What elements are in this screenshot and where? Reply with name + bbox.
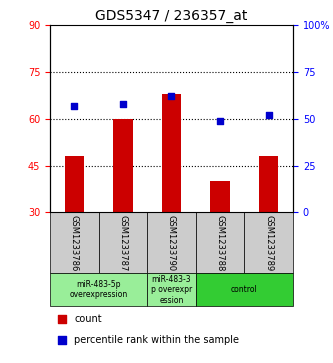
Point [72,103,77,109]
Text: GSM1233787: GSM1233787 [118,215,128,271]
Point [279,54,285,60]
Text: control: control [231,285,258,294]
FancyBboxPatch shape [99,212,147,273]
Point [169,94,174,99]
FancyBboxPatch shape [50,273,147,306]
Bar [162,94,181,212]
FancyBboxPatch shape [147,212,196,273]
Text: GSM1233789: GSM1233789 [264,215,273,271]
Text: GSM1233786: GSM1233786 [70,215,79,271]
Text: miR-483-5p
overexpression: miR-483-5p overexpression [70,280,128,299]
Bar [65,156,84,212]
Point [217,118,223,124]
FancyBboxPatch shape [244,212,293,273]
Text: count: count [74,314,102,324]
Point [120,101,126,107]
Text: percentile rank within the sample: percentile rank within the sample [74,335,239,345]
Bar [210,181,230,212]
FancyBboxPatch shape [147,273,196,306]
Point [279,247,285,253]
FancyBboxPatch shape [196,212,244,273]
Title: GDS5347 / 236357_at: GDS5347 / 236357_at [95,9,248,23]
FancyBboxPatch shape [50,212,99,273]
Point [266,112,271,118]
Text: miR-483-3
p overexpr
ession: miR-483-3 p overexpr ession [151,275,192,305]
Text: GSM1233790: GSM1233790 [167,215,176,271]
FancyBboxPatch shape [196,273,293,306]
Bar [259,156,278,212]
Bar [113,119,133,212]
Text: GSM1233788: GSM1233788 [215,215,225,271]
